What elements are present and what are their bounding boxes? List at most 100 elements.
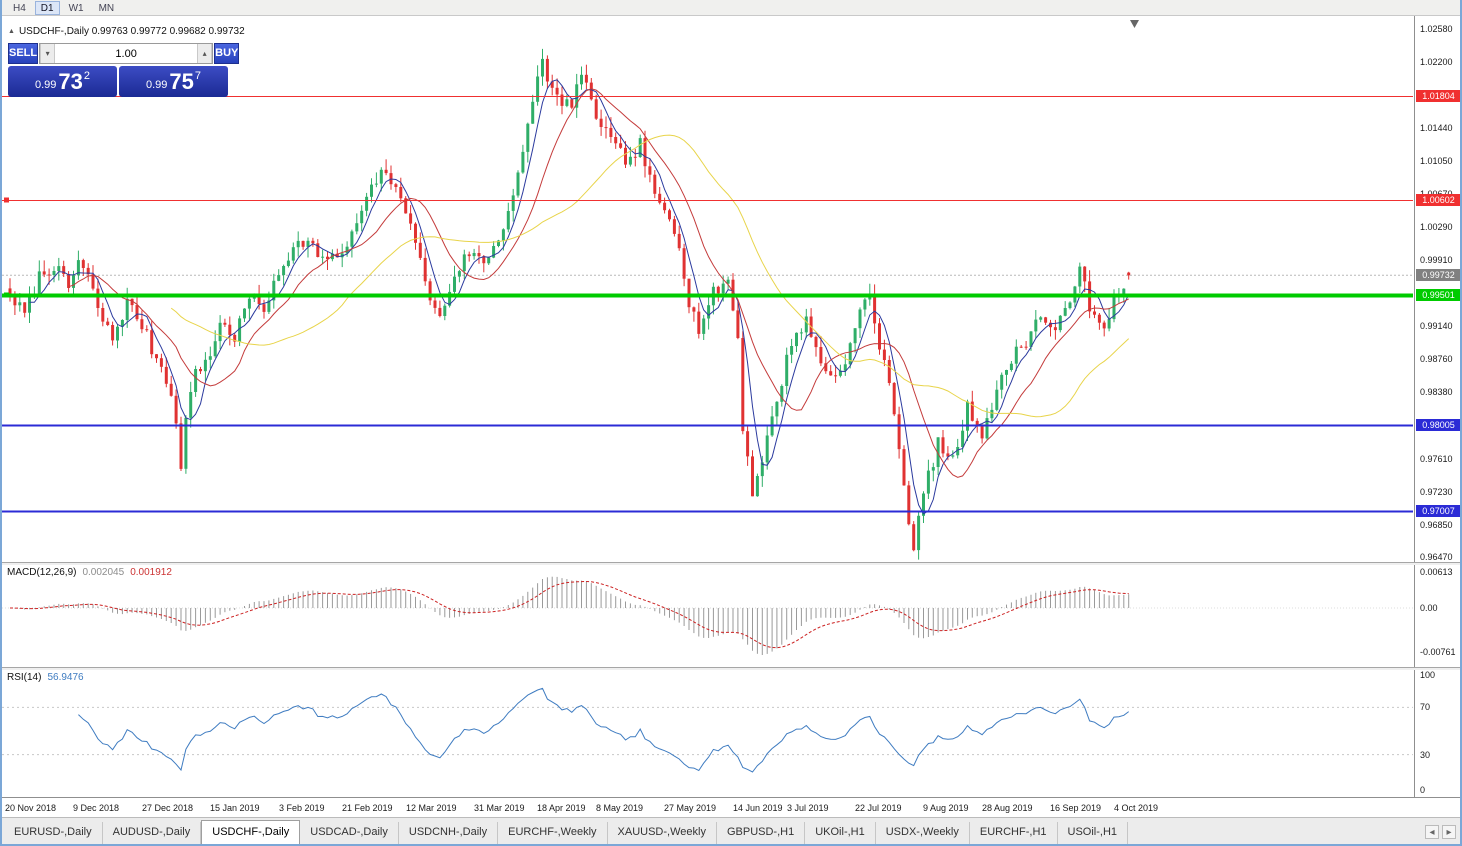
macd-tick: 0.00 — [1420, 603, 1438, 613]
chart-tab-ukoil-h1[interactable]: UKOil-,H1 — [805, 822, 876, 844]
price-tick: 0.99140 — [1420, 321, 1453, 331]
macd-tick: 0.00613 — [1420, 567, 1453, 577]
date-label: 15 Jan 2019 — [210, 803, 260, 813]
date-label: 22 Jul 2019 — [855, 803, 902, 813]
price-badge: 0.97007 — [1416, 505, 1460, 517]
date-label: 21 Feb 2019 — [342, 803, 393, 813]
chart-tab-eurusd-daily[interactable]: EURUSD-,Daily — [4, 822, 103, 844]
price-tick: 1.01440 — [1420, 123, 1453, 133]
sell-price-pips: 73 — [58, 69, 83, 94]
macd-label: MACD(12,26,9) 0.002045 0.001912 — [7, 567, 172, 578]
chart-tabs-bar: EURUSD-,Daily AUDUSD-,Daily USDCHF-,Daily U… — [2, 817, 1460, 844]
price-tick: 0.97610 — [1420, 454, 1453, 464]
buy-price-point: 7 — [194, 70, 202, 82]
price-tick: 0.96850 — [1420, 520, 1453, 530]
chart-tab-usdcnh-daily[interactable]: USDCNH-,Daily — [399, 822, 499, 844]
chart-tab-usdx-weekly[interactable]: USDX-,Weekly — [876, 822, 970, 844]
collapse-triangle-icon[interactable]: ▲ — [8, 28, 15, 35]
sell-price-prefix: 0.99 — [34, 79, 57, 91]
timeframe-toolbar: H4 D1 W1 MN — [2, 0, 1460, 16]
rsi-value: 56.9476 — [47, 672, 84, 683]
price-tick: 0.98380 — [1420, 387, 1453, 397]
date-label: 12 Mar 2019 — [406, 803, 457, 813]
price-badge: 0.99732 — [1416, 269, 1460, 281]
price-tick: 1.01050 — [1420, 156, 1453, 166]
price-tick: 1.00290 — [1420, 222, 1453, 232]
rsi-label: RSI(14) 56.9476 — [7, 672, 84, 683]
price-badge: 0.99501 — [1416, 289, 1460, 301]
date-label: 9 Dec 2018 — [73, 803, 120, 813]
rsi-name: RSI(14) — [7, 672, 42, 683]
timeframe-button-d1[interactable]: D1 — [34, 0, 60, 15]
volume-control: ▾ ▴ — [39, 43, 214, 64]
panel-splitter[interactable] — [2, 667, 1460, 670]
chart-tab-usdchf-daily[interactable]: USDCHF-,Daily — [201, 820, 301, 844]
rsi-tick: 0 — [1420, 785, 1426, 795]
price-tick: 0.97230 — [1420, 487, 1453, 497]
date-label: 27 Dec 2018 — [142, 803, 194, 813]
timeframe-button-w1[interactable]: W1 — [68, 2, 84, 14]
rsi-tick: 100 — [1420, 670, 1436, 680]
price-axis[interactable]: 1.025801.022001.014401.010501.006701.002… — [1414, 16, 1460, 562]
main-chart-panel: 1.025801.022001.014401.010501.006701.002… — [2, 16, 1460, 562]
volume-increase-button[interactable]: ▴ — [197, 44, 213, 63]
volume-decrease-button[interactable]: ▾ — [40, 44, 56, 63]
date-label: 31 Mar 2019 — [474, 803, 525, 813]
chart-tab-audusd-daily[interactable]: AUDUSD-,Daily — [103, 822, 202, 844]
volume-input[interactable] — [55, 44, 198, 63]
macd-panel: 0.00613 0.00 -0.00761 MACD(12,26,9) 0.00204… — [2, 565, 1460, 667]
sell-price-display[interactable]: 0.99 73 2 — [8, 66, 117, 97]
macd-name: MACD(12,26,9) — [7, 567, 77, 578]
chart-tab-usoil-h1[interactable]: USOil-,H1 — [1058, 822, 1129, 844]
chart-tab-usdcad-daily[interactable]: USDCAD-,Daily — [300, 822, 399, 844]
date-label: 20 Nov 2018 — [5, 803, 57, 813]
macd-tick: -0.00761 — [1420, 647, 1456, 657]
chart-tab-gbpusd-h1[interactable]: GBPUSD-,H1 — [717, 822, 806, 844]
date-label: 28 Aug 2019 — [982, 803, 1033, 813]
symbol-info: ▲ USDCHF-,Daily 0.99763 0.99772 0.99682 … — [8, 26, 245, 37]
tab-scroll-controls: ◂ ▸ — [1425, 825, 1456, 839]
price-tick: 1.02200 — [1420, 57, 1453, 67]
date-label: 16 Sep 2019 — [1050, 803, 1102, 813]
chart-tab-eurchf-h1[interactable]: EURCHF-,H1 — [970, 822, 1058, 844]
sell-price-point: 2 — [83, 70, 91, 82]
buy-price-pips: 75 — [169, 69, 194, 94]
date-label: 9 Aug 2019 — [923, 803, 969, 813]
date-label: 3 Feb 2019 — [279, 803, 325, 813]
price-badge: 1.01804 — [1416, 90, 1460, 102]
rsi-tick: 70 — [1420, 702, 1431, 712]
tab-scroll-left-button[interactable]: ◂ — [1425, 825, 1439, 839]
date-label: 8 May 2019 — [596, 803, 644, 813]
macd-main-value: 0.002045 — [82, 567, 125, 578]
timeframe-button-mn[interactable]: MN — [98, 2, 115, 14]
macd-axis: 0.00613 0.00 -0.00761 — [1414, 565, 1460, 667]
date-label: 18 Apr 2019 — [537, 803, 586, 813]
macd-chart[interactable] — [2, 565, 1413, 667]
date-label: 14 Jun 2019 — [733, 803, 783, 813]
timeframe-button-h4[interactable]: H4 — [13, 2, 26, 14]
buy-price-display[interactable]: 0.99 75 7 — [119, 66, 228, 97]
price-chart[interactable] — [2, 16, 1413, 562]
price-tick: 1.02580 — [1420, 24, 1453, 34]
tab-scroll-right-button[interactable]: ▸ — [1442, 825, 1456, 839]
date-label: 3 Jul 2019 — [787, 803, 829, 813]
chart-tab-xauusd-weekly[interactable]: XAUUSD-,Weekly — [608, 822, 717, 844]
panel-splitter[interactable] — [2, 562, 1460, 565]
date-label: 4 Oct 2019 — [1114, 803, 1159, 813]
rsi-tick: 30 — [1420, 750, 1431, 760]
symbol-ohlc-text: USDCHF-,Daily 0.99763 0.99772 0.99682 0.… — [18, 26, 245, 37]
chart-tab-eurchf-weekly[interactable]: EURCHF-,Weekly — [498, 822, 608, 844]
date-axis[interactable]: 20 Nov 2018 9 Dec 2018 27 Dec 2018 15 Jan 2… — [2, 797, 1460, 817]
price-badge: 1.00602 — [1416, 194, 1460, 206]
buy-price-prefix: 0.99 — [145, 79, 168, 91]
sell-button[interactable]: SELL — [8, 43, 39, 64]
rsi-axis: 100 70 30 0 — [1414, 670, 1460, 797]
price-badge: 0.98005 — [1416, 419, 1460, 431]
buy-button[interactable]: BUY — [214, 43, 240, 64]
price-tick: 0.99910 — [1420, 255, 1453, 265]
date-label: 27 May 2019 — [664, 803, 717, 813]
rsi-chart[interactable] — [2, 670, 1413, 797]
price-tick: 0.96470 — [1420, 552, 1453, 562]
